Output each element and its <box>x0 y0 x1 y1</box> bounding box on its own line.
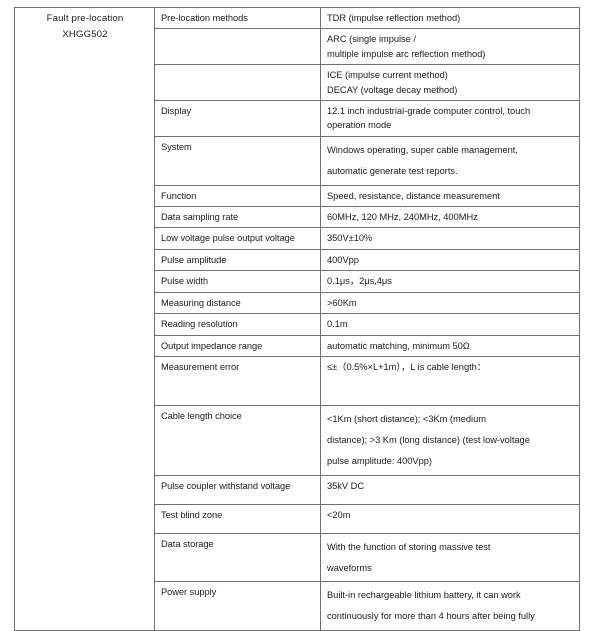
table-row: Cable length choice <1Km (short distance… <box>15 404 580 476</box>
parameter-label: Data sampling rate <box>154 206 321 229</box>
parameter-label <box>154 28 321 66</box>
parameter-value: TDR (impulse reflection method) <box>320 6 580 30</box>
table-row: Pulse width 0.1μs，2μs,4μs <box>15 270 580 293</box>
parameter-value: <20m <box>320 503 580 534</box>
document-page: Fault pre-location XHGG502 Pre-location … <box>14 6 580 631</box>
parameter-label <box>154 64 321 102</box>
parameter-label: Test blind zone <box>154 503 321 534</box>
parameter-label: Reading resolution <box>154 313 321 336</box>
table-row: Data sampling rate 60MHz, 120 MHz, 240MH… <box>15 206 580 229</box>
parameter-label: Pre-location methods <box>154 6 321 30</box>
parameter-value: 35kV DC <box>320 474 580 505</box>
parameter-label: Power supply <box>154 581 321 631</box>
table-row: Measurement error ≤±（0.5%×L+1m），L is cab… <box>15 355 580 406</box>
table-row: Measuring distance >60Km <box>15 291 580 315</box>
table-row: Pulse coupler withstand voltage 35kV DC <box>15 474 580 505</box>
table-row: Low voltage pulse output voltage 350V±10… <box>15 227 580 250</box>
table-row: Display 12.1 inch industrial-grade compu… <box>15 100 580 137</box>
parameter-value: 350V±10% <box>320 227 580 250</box>
parameter-label: Pulse width <box>154 270 321 293</box>
parameter-label: Output impedance range <box>154 334 321 357</box>
parameter-value: ARC (single impulse / multiple impulse a… <box>320 28 580 66</box>
parameter-value: Windows operating, super cable managemen… <box>320 135 580 186</box>
parameter-value: 0.1μs，2μs,4μs <box>320 270 580 293</box>
parameter-value: >60Km <box>320 291 580 315</box>
parameter-value: 400Vpp <box>320 248 580 272</box>
parameter-label: Data storage <box>154 532 321 583</box>
parameter-value: 12.1 inch industrial-grade computer cont… <box>320 100 580 137</box>
parameter-label: Measuring distance <box>154 291 321 315</box>
table-row: ICE (impulse current method) DECAY (volt… <box>15 64 580 102</box>
parameter-value: automatic matching, minimum 50Ω <box>320 334 580 357</box>
table-row: Pulse amplitude 400Vpp <box>15 248 580 272</box>
table-body: Fault pre-location XHGG502 Pre-location … <box>14 6 580 631</box>
parameter-label: Function <box>154 184 321 208</box>
parameter-value: 0.1m <box>320 313 580 336</box>
specification-table: Fault pre-location XHGG502 Pre-location … <box>14 6 580 631</box>
table-row: Reading resolution 0.1m <box>15 313 580 336</box>
parameter-value: ≤±（0.5%×L+1m），L is cable length： <box>320 355 580 406</box>
parameter-label: Measurement error <box>154 355 321 406</box>
parameter-label: Pulse amplitude <box>154 248 321 272</box>
parameter-value: ICE (impulse current method) DECAY (volt… <box>320 64 580 102</box>
table-row: Data storage With the function of storin… <box>15 532 580 583</box>
parameter-value: With the function of storing massive tes… <box>320 532 580 583</box>
table-row: System Windows operating, super cable ma… <box>15 135 580 186</box>
model-name-cell: Fault pre-location XHGG502 <box>14 6 155 631</box>
parameter-label: System <box>154 135 321 186</box>
table-row: Output impedance range automatic matchin… <box>15 334 580 357</box>
parameter-label: Display <box>154 100 321 137</box>
parameter-label: Low voltage pulse output voltage <box>154 227 321 250</box>
table-row: Fault pre-location XHGG502 Pre-location … <box>14 6 580 631</box>
parameter-value: 60MHz, 120 MHz, 240MHz, 400MHz <box>320 206 580 229</box>
table-row: Function Speed, resistance, distance mea… <box>15 184 580 208</box>
parameter-value: <1Km (short distance); <3Km (medium dist… <box>320 404 580 476</box>
parameter-label: Pulse coupler withstand voltage <box>154 474 321 505</box>
parameter-label: Cable length choice <box>154 404 321 476</box>
parameter-value: Speed, resistance, distance measurement <box>320 184 580 208</box>
table-row: Test blind zone <20m <box>15 503 580 534</box>
parameter-value: Built-in rechargeable lithium battery, i… <box>320 581 580 631</box>
